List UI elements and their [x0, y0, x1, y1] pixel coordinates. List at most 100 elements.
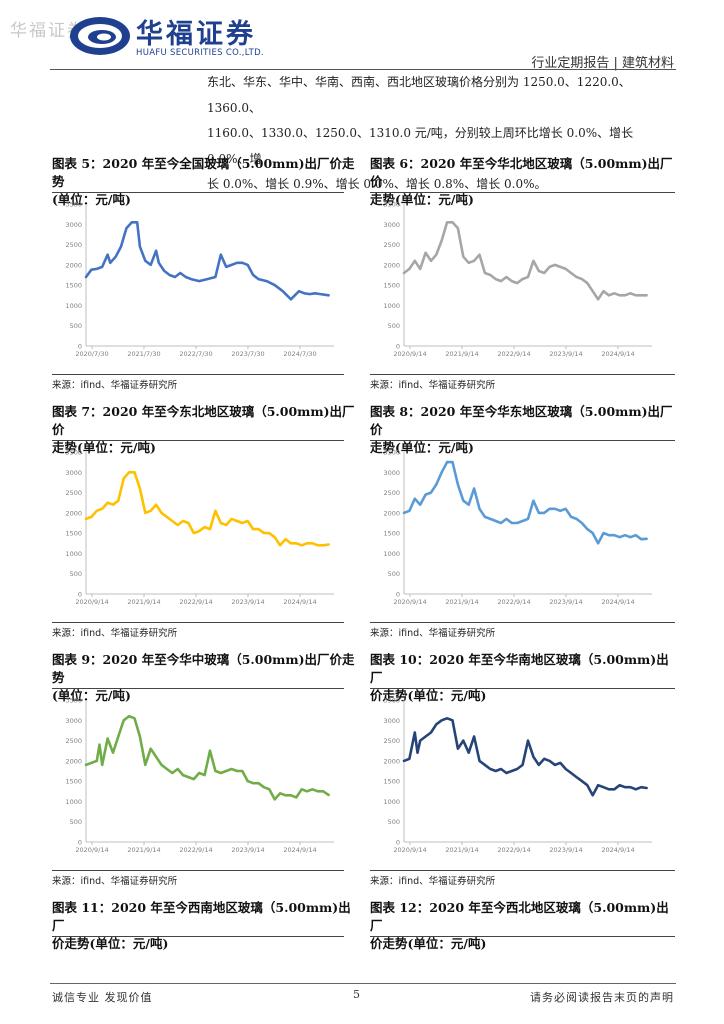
figure-5-title-line1: 图表 5：2020 年至今全国玻璃（5.00mm)出厂价走势 [52, 156, 355, 189]
y-tick-label: 1000 [383, 550, 400, 558]
price-series-line [402, 716, 648, 797]
figure-12-top-rule [370, 936, 675, 937]
y-tick-label: 1000 [65, 550, 82, 558]
y-tick-label: 2000 [383, 757, 400, 765]
x-tick-label: 2023/9/14 [549, 846, 582, 854]
chart-east-china-glass-price: 0 500 1000 1500 2000 2500 3000 3500 2020/9/14 202… [383, 449, 652, 606]
y-tick-label: 3500 [383, 201, 400, 209]
price-series-line [84, 714, 330, 801]
x-tick-label: 2020/9/14 [393, 846, 426, 854]
x-tick-label: 2020/9/14 [75, 598, 108, 606]
x-tick-label: 2023/9/14 [231, 598, 264, 606]
y-tick-label: 3000 [65, 469, 82, 477]
x-tick-label: 2024/9/14 [283, 846, 316, 854]
x-tick-label: 2020/9/14 [393, 598, 426, 606]
y-tick-label: 0 [78, 591, 82, 599]
y-tick-label: 1000 [383, 302, 400, 310]
y-tick-label: 1500 [65, 282, 82, 290]
figure-9-top-rule [52, 688, 344, 689]
figure-7-top-rule [52, 440, 344, 441]
y-tick-label: 2500 [383, 737, 400, 745]
y-tick-label: 0 [396, 591, 400, 599]
figure-6-top-rule [370, 192, 675, 193]
y-tick-label: 2500 [65, 241, 82, 249]
figure-6-title-line1: 图表 6：2020 年至今华北地区玻璃（5.00mm)出厂价 [370, 156, 673, 189]
watermark-text: 华福证券 [10, 21, 86, 41]
page-number: 5 [353, 988, 360, 1001]
figure-5-title: 图表 5：2020 年至今全国玻璃（5.00mm)出厂价走势 (单位：元/吨) [52, 155, 362, 209]
x-tick-label: 2024/9/14 [601, 846, 634, 854]
figure-5-bottom-rule [52, 374, 344, 375]
y-tick-label: 2500 [383, 241, 400, 249]
y-tick-label: 1000 [383, 798, 400, 806]
price-series-line [402, 220, 648, 301]
y-tick-label: 500 [388, 570, 400, 578]
figure-10-source: 来源：ifind、华福证券研究所 [370, 876, 496, 887]
footer-slogan: 诚信专业 发现价值 [52, 991, 153, 1004]
y-tick-label: 2500 [65, 737, 82, 745]
x-tick-label: 2021/9/14 [445, 846, 478, 854]
footer-disclaimer: 请务必阅读报告末页的声明 [530, 991, 674, 1004]
y-tick-label: 3000 [65, 717, 82, 725]
y-tick-label: 1500 [383, 282, 400, 290]
figure-6-title: 图表 6：2020 年至今华北地区玻璃（5.00mm)出厂价 走势(单位：元/吨… [370, 155, 675, 209]
figure-10-title-line1: 图表 10：2020 年至今华南地区玻璃（5.00mm)出厂 [370, 652, 669, 685]
figure-8-title-line2: 走势(单位：元/吨) [370, 440, 474, 455]
chart-central-china-glass-price: 0 500 1000 1500 2000 2500 3000 3500 2020/9/14 202… [65, 697, 334, 854]
figure-10-title-line2: 价走势(单位：元/吨) [370, 688, 487, 703]
y-tick-label: 2000 [65, 261, 82, 269]
y-tick-label: 2500 [383, 489, 400, 497]
x-tick-label: 2020/9/14 [75, 846, 108, 854]
logo-english-name: HUAFU SECURITIES CO.,LTD. [136, 48, 264, 58]
price-series-line [402, 460, 648, 545]
figure-11-title-line2: 价走势(单位：元/吨) [52, 936, 169, 951]
y-tick-label: 3000 [383, 221, 400, 229]
y-tick-label: 2000 [65, 757, 82, 765]
figure-12-title-line2: 价走势(单位：元/吨) [370, 936, 487, 951]
company-logo: 华福证券 HUAFU SECURITIES CO.,LTD. [68, 12, 278, 62]
figure-8-title-line1: 图表 8：2020 年至今华东地区玻璃（5.00mm)出厂价 [370, 404, 673, 437]
x-tick-label: 2024/9/14 [601, 598, 634, 606]
figure-8-bottom-rule [370, 622, 675, 623]
figure-7-title-line1: 图表 7：2020 年至今东北地区玻璃（5.00mm)出厂价 [52, 404, 355, 437]
figure-11-title-line1: 图表 11：2020 年至今西南地区玻璃（5.00mm)出厂 [52, 900, 351, 933]
y-tick-label: 500 [70, 818, 82, 826]
y-tick-label: 1000 [65, 302, 82, 310]
figure-11-title: 图表 11：2020 年至今西南地区玻璃（5.00mm)出厂 价走势(单位：元/… [52, 899, 357, 953]
y-tick-label: 1000 [65, 798, 82, 806]
y-tick-label: 0 [78, 839, 82, 847]
logo-chinese-name: 华福证券 [136, 19, 256, 50]
figure-10-top-rule [370, 688, 675, 689]
figure-6-source: 来源：ifind、华福证券研究所 [370, 380, 496, 391]
y-tick-label: 1500 [65, 778, 82, 786]
y-tick-label: 3000 [65, 221, 82, 229]
y-tick-label: 3000 [383, 717, 400, 725]
x-tick-label: 2022/9/14 [179, 598, 212, 606]
x-tick-label: 2020/7/30 [75, 350, 108, 358]
y-tick-label: 0 [396, 839, 400, 847]
figure-7-title: 图表 7：2020 年至今东北地区玻璃（5.00mm)出厂价 走势(单位：元/吨… [52, 403, 357, 457]
y-tick-label: 500 [388, 322, 400, 330]
figure-9-title: 图表 9：2020 年至今华中玻璃（5.00mm)出厂价走势 (单位：元/吨) [52, 651, 357, 705]
header-divider [50, 69, 676, 70]
logo-emblem-icon [70, 17, 130, 55]
x-tick-label: 2021/9/14 [127, 598, 160, 606]
y-tick-label: 500 [70, 570, 82, 578]
figure-7-title-line2: 走势(单位：元/吨) [52, 440, 156, 455]
intro-line-3: 长 0.0%、增长 0.9%、增长 0.0%、增长 0.8%、增长 0.0%。 [207, 177, 547, 191]
y-tick-label: 3500 [65, 449, 82, 457]
price-series-line [84, 470, 330, 547]
x-tick-label: 2021/9/14 [127, 846, 160, 854]
figure-5-top-rule [52, 192, 344, 193]
x-tick-label: 2021/9/14 [445, 598, 478, 606]
intro-line-2: 1160.0、1330.0、1250.0、1310.0 元/吨，分别较上周环比增… [207, 126, 634, 166]
figure-9-title-line1: 图表 9：2020 年至今华中玻璃（5.00mm)出厂价走势 [52, 652, 355, 685]
x-tick-label: 2024/9/14 [601, 350, 634, 358]
figure-12-title: 图表 12：2020 年至今西北地区玻璃（5.00mm)出厂 价走势(单位：元/… [370, 899, 675, 953]
figure-7-source: 来源：ifind、华福证券研究所 [52, 628, 178, 639]
x-tick-label: 2023/7/30 [231, 350, 264, 358]
x-tick-label: 2021/9/14 [445, 350, 478, 358]
figure-10-title: 图表 10：2020 年至今华南地区玻璃（5.00mm)出厂 价走势(单位：元/… [370, 651, 675, 705]
y-tick-label: 0 [396, 343, 400, 351]
y-tick-label: 2500 [65, 489, 82, 497]
